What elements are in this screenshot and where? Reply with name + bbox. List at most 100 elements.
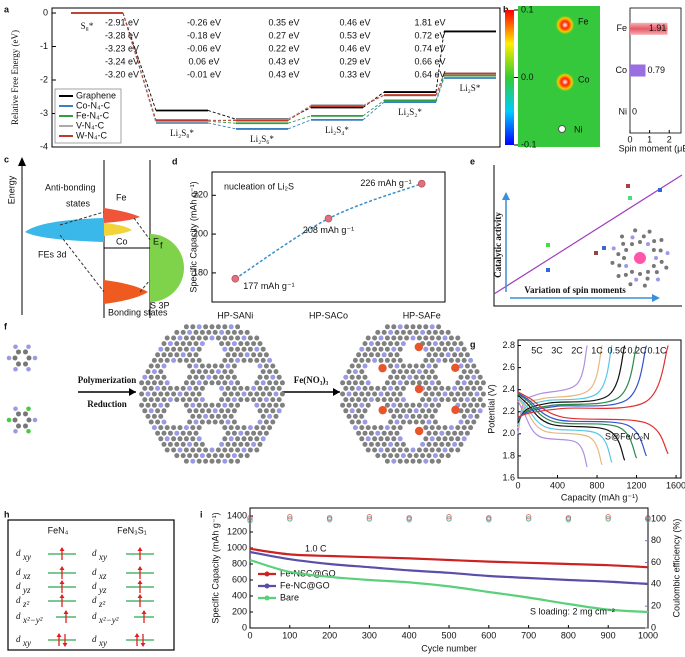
atom [432,352,438,358]
atom [423,357,429,363]
atom [407,453,413,459]
atom [222,447,228,453]
plot-frame [211,171,446,303]
rate-label: 5C [531,345,543,355]
atom [439,441,445,447]
panel-label: h [4,509,10,519]
atom [212,453,218,459]
atom [388,363,394,369]
x-tick-label: 0 [515,480,520,490]
atom [397,357,403,363]
atom [448,425,454,431]
atom [352,357,358,363]
arrow-head [652,294,660,302]
rate-label: 0.1C [647,345,667,355]
y-tick-label: -2 [40,74,48,84]
atom [359,413,365,419]
atom [254,335,260,341]
orbital: d [92,567,97,577]
atom [257,341,263,347]
atom [231,341,237,347]
atom [267,402,273,408]
atom [464,397,470,403]
atom [432,441,438,447]
atom [633,228,638,233]
box [7,519,175,651]
atom [432,329,438,335]
atom [410,324,416,330]
y-tick-label: Ni [619,107,628,117]
atom [356,363,362,369]
atom [655,277,660,282]
atom [209,380,215,386]
y-tick-label: 0 [242,622,247,632]
atom [407,374,413,380]
y2-axis-label: Coulombic efficiency (%) [671,519,681,618]
rate-label: 0.2C [627,345,647,355]
atom [241,447,247,453]
atom [624,264,629,269]
atom [471,397,477,403]
atom [193,329,199,335]
atom [458,430,464,436]
atom [423,391,429,397]
atom [429,335,435,341]
atom [388,329,394,335]
atom [174,453,180,459]
x-tick-label: HP-SANi [217,310,253,320]
legend-marker [264,571,270,577]
atom [148,374,154,380]
atom [161,419,167,425]
y2-tick-label: 0 [651,622,656,632]
discharge-curve [517,394,626,461]
atom [416,413,422,419]
atom [209,402,215,408]
atom [461,402,467,408]
atom [231,453,237,459]
atom [187,352,193,358]
atom [260,436,266,442]
atom [145,369,151,375]
atom [391,335,397,341]
orbital-sub: xz [98,571,107,581]
atom [388,453,394,459]
annotation: S@Fe/C₂N [605,431,650,441]
atom [209,324,215,330]
atom [468,402,474,408]
legend-label: Fe-NC@GO [280,580,330,590]
atom [448,391,454,397]
atom [416,458,422,464]
atom [468,357,474,363]
atom [407,329,413,335]
y-tick-label: 0 [43,7,48,17]
atom [359,425,365,431]
orbital: d [92,634,97,644]
atom [235,458,241,464]
y2-tick-label: 20 [651,601,661,611]
arrow-head [140,643,146,647]
panel-label: d [172,156,178,166]
arrow-head [134,633,140,637]
y-tick-label: 1.8 [502,450,515,460]
atom [238,341,244,347]
atom [158,436,164,442]
atom [439,385,445,391]
atom [429,413,435,419]
energy-label: 1.81 eV [414,17,445,27]
label: FEs 3d [38,249,67,259]
atom [442,436,448,442]
fe-atom [378,405,387,415]
atom [219,341,225,347]
atom [448,335,454,341]
atom [254,425,260,431]
atom [468,369,474,375]
atom [228,447,234,453]
atom [142,374,148,380]
legend-label: Bare [280,592,299,602]
y-tick-label: -1 [40,41,48,51]
guide-line [133,217,151,241]
atom [187,363,193,369]
atom [404,402,410,408]
atom [263,385,269,391]
atom [158,413,164,419]
